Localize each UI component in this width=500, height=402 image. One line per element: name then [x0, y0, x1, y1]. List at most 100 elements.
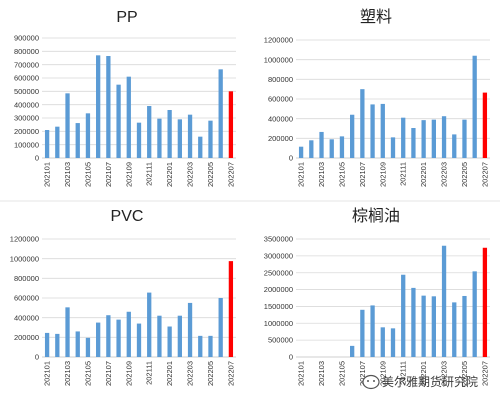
- bar: [177, 315, 182, 357]
- x-tick-label: 202111: [145, 162, 154, 186]
- bar: [116, 84, 121, 158]
- bar: [85, 337, 91, 357]
- x-tick-label: 202103: [317, 361, 326, 386]
- y-tick-label: 1200000: [264, 36, 293, 45]
- x-tick-label: 202203: [186, 361, 195, 386]
- bar: [198, 335, 203, 357]
- bar: [472, 271, 477, 357]
- bar: [350, 345, 355, 357]
- bar: [85, 113, 91, 158]
- y-tick-label: 0: [289, 154, 293, 163]
- chart-title: 棕榈油: [352, 207, 400, 225]
- y-tick-label: 400000: [14, 100, 39, 109]
- x-tick-label: 202205: [206, 361, 215, 386]
- x-tick-label: 202105: [83, 361, 92, 386]
- bar: [431, 296, 436, 357]
- bar: [157, 315, 162, 357]
- wechat-icon: [362, 374, 380, 390]
- bar: [218, 298, 223, 357]
- x-tick-label: 202103: [63, 162, 72, 187]
- chart-title: PVC: [111, 208, 144, 225]
- bar: [96, 322, 101, 357]
- y-tick-label: 0: [289, 353, 293, 362]
- bar: [390, 137, 396, 158]
- bar: [167, 326, 172, 357]
- x-tick-label: 202205: [460, 361, 469, 386]
- x-tick-label: 202111: [145, 361, 154, 385]
- bar: [421, 120, 426, 158]
- bar: [75, 331, 80, 357]
- bar: [462, 295, 467, 357]
- bar: [106, 56, 111, 158]
- x-tick-label: 202111: [399, 361, 408, 385]
- bar: [350, 114, 355, 158]
- bar: [298, 146, 304, 158]
- y-tick-label: 300000: [14, 114, 39, 123]
- y-tick-label: 700000: [14, 60, 39, 69]
- x-tick-label: 202103: [317, 162, 326, 187]
- bar: [208, 120, 213, 158]
- y-tick-label: 1200000: [10, 235, 39, 244]
- bar: [167, 110, 172, 158]
- y-tick-label: 600000: [14, 74, 39, 83]
- x-tick-label: 202109: [124, 162, 133, 187]
- bar-highlight: [228, 91, 234, 158]
- x-tick-label: 202203: [440, 162, 449, 187]
- x-tick-label: 202201: [165, 162, 174, 187]
- bar: [55, 126, 60, 158]
- bar: [339, 136, 345, 158]
- bar: [136, 122, 142, 158]
- x-tick-label: 202107: [104, 361, 113, 386]
- bar: [136, 323, 142, 357]
- x-tick-label: 202201: [419, 361, 428, 386]
- x-tick-label: 202101: [43, 361, 52, 386]
- y-tick-label: 200000: [268, 134, 293, 143]
- x-tick-label: 202109: [378, 361, 387, 386]
- chart-panel-pp: PP 0 100000 200000 300000 400000 500000 600000 7…: [14, 9, 236, 187]
- bar: [401, 274, 406, 357]
- y-tick-label: 600000: [14, 294, 39, 303]
- bar: [319, 131, 324, 158]
- bar: [44, 332, 50, 357]
- chart-panel-palm-oil: 棕榈油 0 500000 1000000 1500000 2000000 2500000 30…: [264, 207, 490, 386]
- x-tick-label: 202109: [378, 162, 387, 187]
- x-tick-label: 202109: [124, 361, 133, 386]
- bar: [360, 89, 365, 158]
- y-tick-label: 0: [35, 353, 39, 362]
- bar: [452, 302, 457, 357]
- y-tick-label: 800000: [14, 274, 39, 283]
- bar: [411, 287, 416, 357]
- x-tick-label: 202107: [358, 361, 367, 386]
- x-tick-label: 202207: [480, 162, 489, 187]
- x-tick-label: 202207: [480, 361, 489, 386]
- bar: [126, 76, 131, 158]
- chart-title: 塑料: [360, 8, 392, 26]
- x-tick-label: 202105: [337, 361, 346, 386]
- y-tick-label: 1500000: [264, 302, 293, 311]
- y-tick-label: 1000000: [264, 55, 293, 64]
- bar: [177, 119, 182, 158]
- y-tick-label: 500000: [268, 336, 293, 345]
- x-tick-label: 202205: [460, 162, 469, 187]
- x-tick-label: 202203: [440, 361, 449, 386]
- x-tick-label: 202101: [297, 162, 306, 187]
- y-tick-label: 800000: [14, 47, 39, 56]
- bar: [411, 128, 416, 158]
- y-tick-label: 200000: [14, 127, 39, 136]
- y-tick-label: 1000000: [10, 254, 39, 263]
- x-tick-label: 202207: [226, 361, 235, 386]
- bar: [126, 311, 131, 357]
- bar: [360, 309, 365, 357]
- x-tick-label: 202111: [399, 162, 408, 186]
- bar: [309, 140, 314, 158]
- x-tick-label: 202105: [337, 162, 346, 187]
- bar-highlight: [482, 92, 488, 158]
- bar: [452, 134, 457, 158]
- x-tick-label: 202101: [43, 162, 52, 187]
- chart-panel-plastic: 塑料 0 200000 400000 600000 800000 1000000 120000…: [264, 8, 490, 187]
- x-tick-label: 202205: [206, 162, 215, 187]
- y-tick-label: 600000: [268, 95, 293, 104]
- bar: [187, 114, 193, 158]
- y-tick-label: 900000: [14, 34, 39, 43]
- bar: [441, 245, 447, 357]
